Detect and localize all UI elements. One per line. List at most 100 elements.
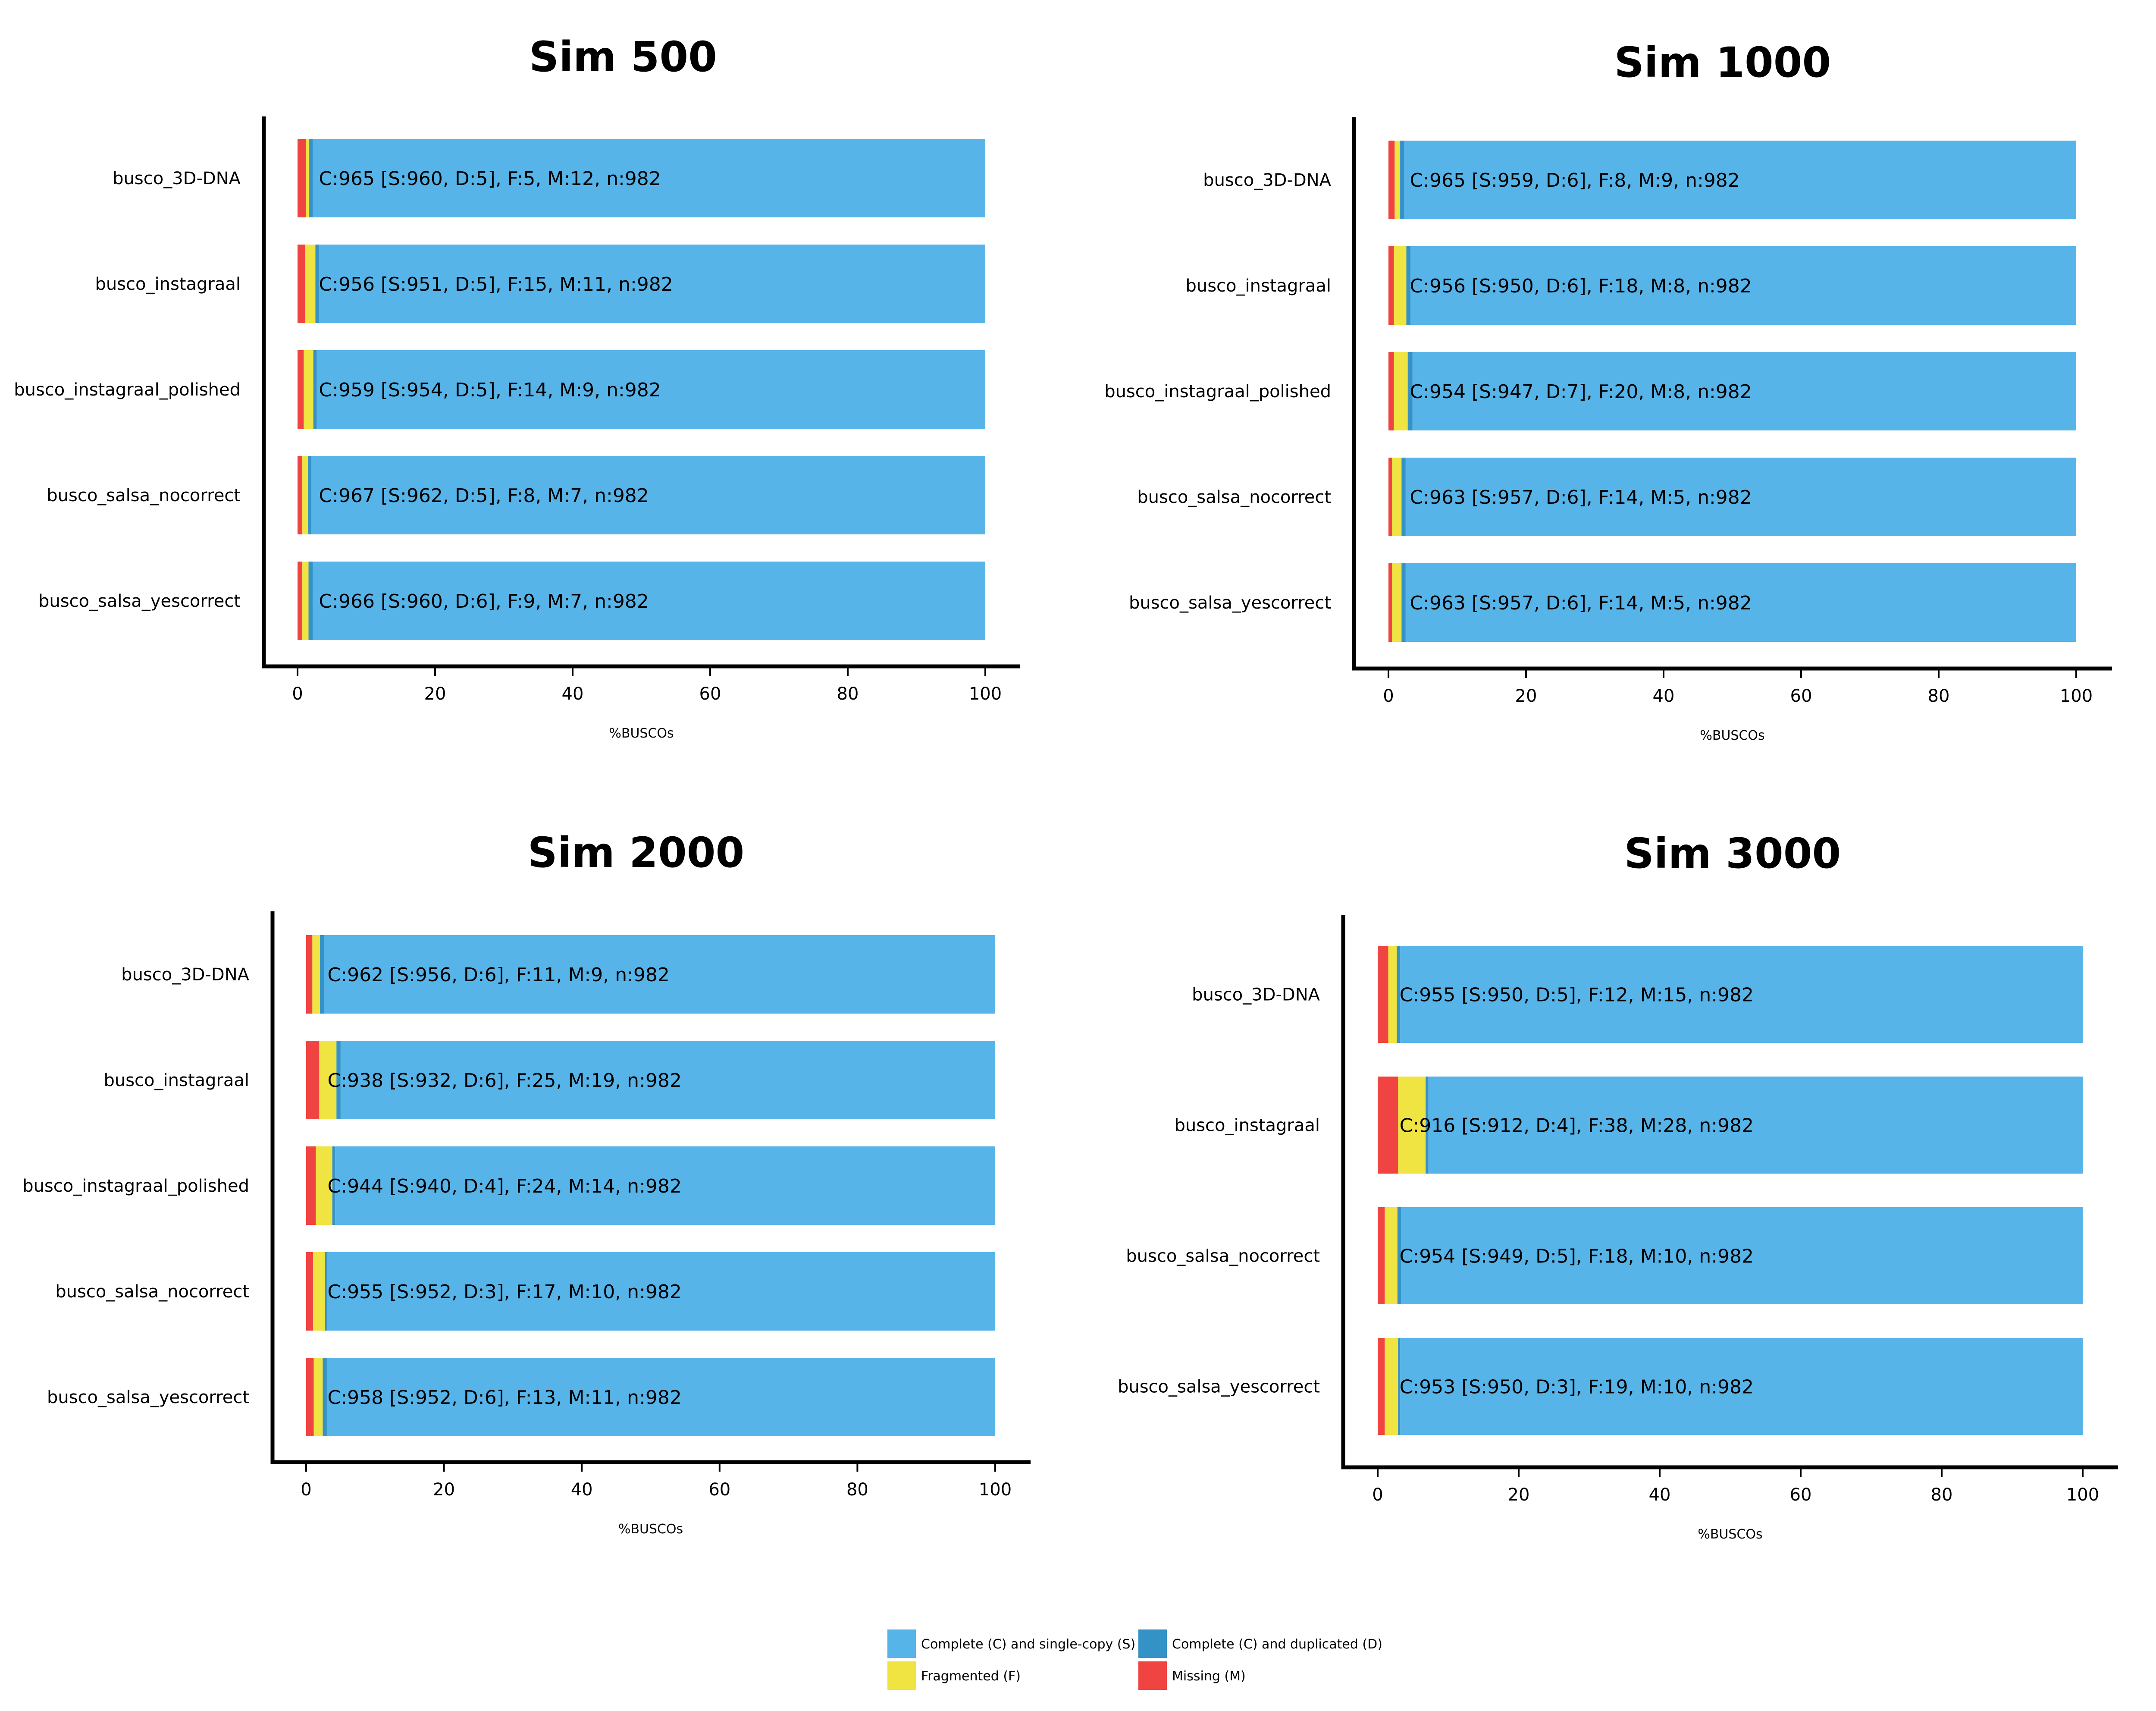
bar-segment-missing	[306, 1146, 316, 1225]
x-axis-label: %BUSCOs	[1700, 728, 1764, 743]
bar-segment-duplicated	[332, 1146, 335, 1225]
bar-segment-single	[1404, 141, 2076, 219]
legend-item-duplicated: Complete (C) and duplicated (D)	[1138, 1629, 1382, 1658]
bar-segment-fragmented	[1391, 563, 1402, 642]
bar-row: busco_salsa_yescorrect C:953 [S:950, D:3]…	[1118, 1338, 2083, 1435]
legend-label: Missing (M)	[1172, 1669, 1246, 1684]
x-tick-label: 40	[571, 1480, 593, 1500]
category-label: busco_salsa_nocorrect	[1126, 1246, 1320, 1266]
data-label: C:963 [S:957, D:6], F:14, M:5, n:982	[1410, 592, 1752, 614]
x-tick-label: 100	[2066, 1485, 2099, 1505]
x-tick-label: 0	[301, 1480, 311, 1500]
bar-segment-single	[1412, 352, 2076, 430]
bar-segment-single	[1401, 1207, 2083, 1304]
data-label: C:954 [S:949, D:5], F:18, M:10, n:982	[1400, 1246, 1754, 1268]
data-label: C:958 [S:952, D:6], F:13, M:11, n:982	[328, 1387, 682, 1409]
data-label: C:962 [S:956, D:6], F:11, M:9, n:982	[328, 964, 670, 986]
legend-swatch	[887, 1629, 916, 1658]
bar-row: busco_instagraal C:956 [S:950, D:6], F:18…	[1185, 246, 2076, 325]
x-tick-label: 20	[1515, 686, 1537, 706]
bar-segment-duplicated	[309, 139, 313, 217]
category-label: busco_salsa_nocorrect	[1137, 487, 1331, 507]
bar-segment-fragmented	[1391, 458, 1402, 536]
x-axis-label: %BUSCOs	[609, 726, 674, 741]
category-label: busco_instagraal	[103, 1071, 249, 1090]
bar-row: busco_instagraal C:956 [S:951, D:5], F:15…	[95, 245, 985, 323]
bar-segment-fragmented	[1385, 1338, 1398, 1435]
bar-segment-single	[1428, 1077, 2083, 1174]
category-label: busco_instagraal_polished	[14, 380, 241, 400]
data-label: C:954 [S:947, D:7], F:20, M:8, n:982	[1410, 381, 1752, 403]
bar-segment-duplicated	[1401, 563, 1406, 642]
x-tick-label: 80	[1931, 1485, 1953, 1505]
bar-segment-missing	[1378, 1077, 1398, 1174]
bar-segment-duplicated	[325, 1252, 327, 1331]
category-label: busco_instagraal	[95, 274, 241, 294]
category-label: busco_instagraal_polished	[22, 1176, 249, 1196]
legend-item-single: Complete (C) and single-copy (S)	[887, 1629, 1135, 1658]
bar-segment-fragmented	[1395, 141, 1401, 219]
bar-segment-missing	[306, 1041, 320, 1119]
bar-segment-missing	[1388, 246, 1394, 325]
bar-segment-duplicated	[323, 1358, 327, 1436]
data-label: C:965 [S:959, D:6], F:8, M:9, n:982	[1410, 170, 1739, 192]
bar-segment-duplicated	[1401, 458, 1406, 536]
bar-row: busco_3D-DNA C:965 [S:959, D:6], F:8, M:9…	[1203, 141, 2076, 219]
category-label: busco_salsa_yescorrect	[47, 1388, 249, 1407]
x-axis-label: %BUSCOs	[618, 1522, 683, 1537]
bar-segment-duplicated	[308, 562, 313, 640]
x-tick-label: 40	[1649, 1485, 1671, 1505]
bar-row: busco_salsa_nocorrect C:963 [S:957, D:6],…	[1137, 458, 2076, 536]
bar-segment-fragmented	[316, 1146, 332, 1225]
legend-swatch	[887, 1661, 916, 1690]
bar-row: busco_instagraal C:916 [S:912, D:4], F:38…	[1174, 1077, 2083, 1174]
bar-segment-fragmented	[319, 1041, 337, 1119]
bar-segment-duplicated	[1407, 352, 1413, 430]
bar-row: busco_salsa_yescorrect C:958 [S:952, D:6]…	[47, 1358, 996, 1436]
x-tick-label: 0	[1383, 686, 1394, 706]
x-tick-label: 20	[424, 684, 446, 704]
data-label: C:956 [S:950, D:6], F:18, M:8, n:982	[1410, 275, 1752, 297]
chart-panel-1: Sim 500 busco_3D-DNA C:965 [S:960, D:5], F…	[14, 33, 1020, 741]
bar-segment-missing	[306, 935, 313, 1014]
category-label: busco_3D-DNA	[121, 965, 249, 985]
category-label: busco_3D-DNA	[1203, 170, 1331, 190]
bar-segment-single	[313, 139, 985, 217]
data-label: C:967 [S:962, D:5], F:8, M:7, n:982	[319, 485, 649, 507]
bar-segment-single	[1405, 458, 2076, 536]
bar-segment-single	[326, 1358, 996, 1436]
bar-segment-fragmented	[1388, 946, 1397, 1043]
bar-segment-fragmented	[1394, 246, 1407, 325]
bar-segment-fragmented	[306, 139, 310, 217]
bar-segment-single	[324, 935, 995, 1014]
bar-segment-single	[1410, 246, 2076, 325]
category-label: busco_salsa_yescorrect	[38, 591, 241, 611]
bar-row: busco_3D-DNA C:965 [S:960, D:5], F:5, M:1…	[113, 139, 985, 217]
bar-segment-missing	[298, 245, 305, 323]
bar-row: busco_salsa_nocorrect C:954 [S:949, D:5],…	[1126, 1207, 2083, 1304]
data-label: C:965 [S:960, D:5], F:5, M:12, n:982	[319, 168, 661, 190]
bar-segment-single	[335, 1146, 996, 1225]
bar-row: busco_3D-DNA C:962 [S:956, D:6], F:11, M:…	[121, 935, 995, 1014]
data-label: C:959 [S:954, D:5], F:14, M:9, n:982	[319, 379, 661, 401]
bar-segment-single	[326, 1252, 996, 1331]
bar-segment-missing	[1388, 141, 1395, 219]
bar-row: busco_instagraal_polished C:944 [S:940, D…	[22, 1146, 996, 1225]
bar-row: busco_salsa_nocorrect C:955 [S:952, D:3],…	[55, 1252, 996, 1331]
data-label: C:938 [S:932, D:6], F:25, M:19, n:982	[328, 1070, 682, 1092]
bar-segment-duplicated	[1406, 246, 1411, 325]
bar-segment-duplicated	[320, 935, 324, 1014]
legend-label: Complete (C) and single-copy (S)	[921, 1637, 1135, 1652]
bar-segment-fragmented	[313, 1358, 323, 1436]
data-label: C:956 [S:951, D:5], F:15, M:11, n:982	[319, 273, 673, 295]
bar-segment-fragmented	[312, 935, 320, 1014]
data-label: C:963 [S:957, D:6], F:14, M:5, n:982	[1410, 487, 1752, 509]
bar-segment-missing	[298, 139, 306, 217]
x-tick-label: 0	[1372, 1485, 1383, 1505]
bar-segment-missing	[1378, 1207, 1385, 1304]
chart-panel-3: Sim 2000 busco_3D-DNA C:962 [S:956, D:6], …	[22, 829, 1031, 1537]
bar-segment-single	[311, 456, 985, 534]
bar-segment-missing	[298, 350, 304, 429]
chart-panel-2: Sim 1000 busco_3D-DNA C:965 [S:959, D:6], …	[1104, 38, 2112, 743]
bar-segment-missing	[1378, 946, 1388, 1043]
